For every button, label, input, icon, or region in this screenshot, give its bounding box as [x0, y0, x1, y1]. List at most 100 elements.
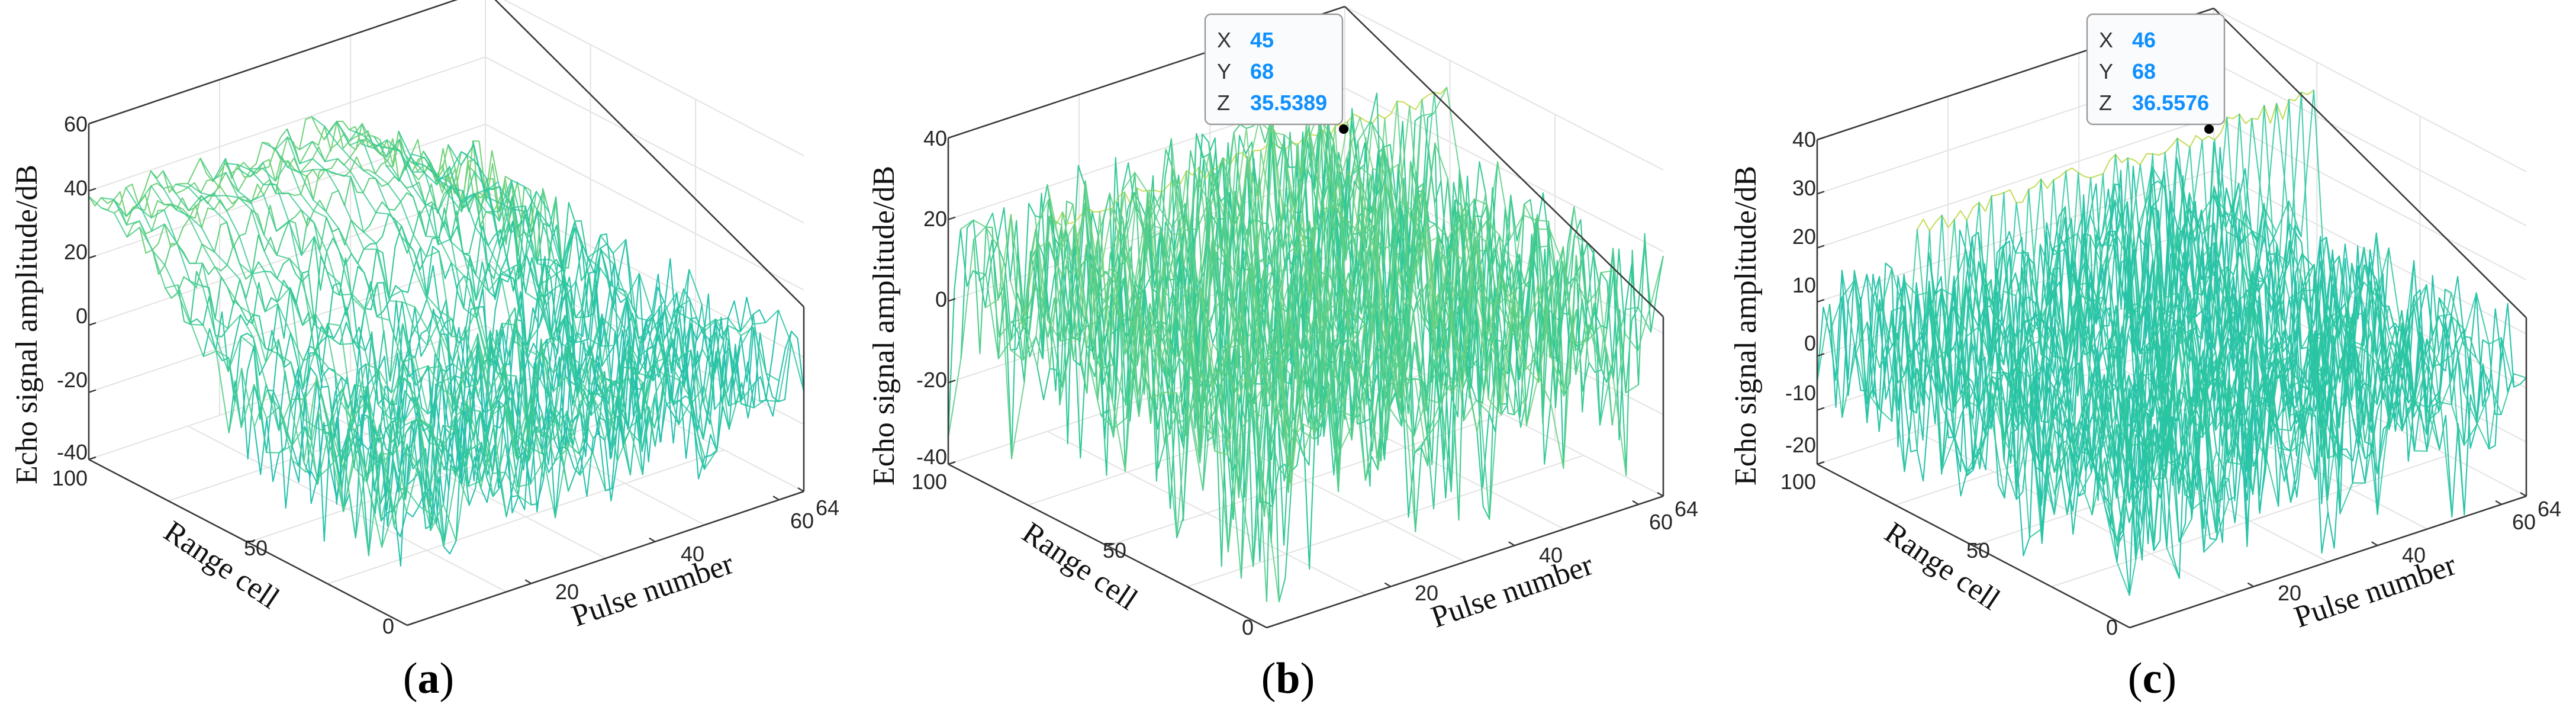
z-tick-mark [1817, 298, 1825, 303]
panel-label-a: (a) [403, 654, 454, 703]
mesh-line-pulse [1270, 94, 1590, 469]
mesh-line-pulse [2076, 137, 2391, 515]
y-tick-mark [2129, 624, 2137, 629]
x-tick-mark [649, 537, 656, 542]
z-tick-mark [1817, 136, 1825, 141]
mesh-line-pulse [125, 187, 445, 542]
z-axis-label: Echo signal amplitude/dB [867, 166, 901, 486]
y-tick-mark [1107, 542, 1115, 547]
panel-c-y-ticks: 100 50 0 [1780, 470, 2118, 639]
mesh-line-pulse [423, 150, 743, 430]
mesh-line-pulse [2002, 173, 2316, 452]
mesh-line-pulse [1245, 118, 1565, 392]
mesh-line-pulse [2014, 153, 2329, 512]
panel-c: 40 30 20 10 0 -10 -20 100 50 0 20 40 60 … [1729, 7, 2561, 703]
datatip-x-value: 46 [2132, 28, 2156, 52]
x-tick-mark [2371, 541, 2378, 547]
datatip-x-key: X [1217, 28, 1231, 52]
grid-line-z [2213, 62, 2527, 227]
datatip-z-value: 36.5576 [2132, 91, 2209, 115]
z-tick-label: 40 [1792, 127, 1816, 152]
y-tick-mark [88, 456, 96, 461]
panel-b-x-ticks: 20 40 60 64 [1415, 497, 1698, 605]
z-tick-mark [1817, 191, 1825, 195]
z-tick-mark [1817, 245, 1825, 249]
mesh-line-pulse [373, 136, 693, 419]
box-edge-top-right [2213, 8, 2527, 319]
mesh-line-pulse [472, 140, 793, 403]
z-tick-label: -40 [916, 445, 947, 469]
box-edge-top-right [1344, 6, 1664, 317]
z-tick-mark [1817, 407, 1825, 411]
panel-a-mesh [88, 116, 805, 567]
mesh-line-pulse [1158, 150, 1478, 396]
x-tick-mark [1632, 500, 1639, 505]
z-tick-mark [88, 188, 96, 192]
z-axis-label: Echo signal amplitude/dB [1729, 166, 1763, 486]
z-tick-label: 40 [64, 176, 88, 200]
x-tick-mark [2520, 491, 2527, 497]
x-tick-mark [1657, 491, 1664, 497]
z-tick-label: 20 [64, 240, 88, 264]
panel-b-datatip[interactable]: X 45 Y 68 Z 35.5389 [1204, 13, 1348, 134]
mesh-line-pulse [150, 171, 470, 548]
z-tick-mark [88, 389, 96, 393]
z-tick-mark [948, 134, 956, 139]
mesh-line-pulse [1071, 179, 1392, 471]
x-tick-label: 60 [2512, 510, 2536, 534]
panel-b-y-ticks: 100 50 0 [912, 470, 1254, 639]
z-tick-label: 0 [935, 287, 947, 311]
floor-grid-line [327, 449, 724, 584]
mesh-line-pulse [1878, 201, 2192, 543]
datatip-z-key: Z [2099, 91, 2112, 115]
datatip-y-key: Y [1217, 59, 1231, 83]
datatip-x-key: X [2099, 28, 2113, 52]
datatip-marker[interactable] [1339, 124, 1348, 134]
mesh-line-pulse [2101, 139, 2416, 475]
z-tick-label: 40 [923, 126, 947, 150]
y-tick-label: 100 [1780, 470, 1816, 494]
grid-line-z [1344, 6, 1664, 171]
datatip-box[interactable] [1204, 13, 1344, 126]
mesh-line-pulse [1295, 100, 1614, 358]
grid-line-z [485, 56, 804, 224]
z-tick-label: 20 [923, 207, 947, 231]
mesh-line-pulse [973, 221, 1292, 567]
panel-a-axes [88, 0, 805, 626]
datatip-marker[interactable] [2204, 124, 2214, 134]
datatip-box[interactable] [2086, 13, 2226, 126]
mesh-line-pulse [2027, 157, 2341, 496]
x-tick-mark [797, 487, 804, 493]
mesh-line-pulse [1009, 199, 1329, 443]
x-tick-label: 40 [681, 542, 704, 566]
z-tick-label: 10 [1792, 273, 1816, 297]
z-tick-label: 20 [1792, 224, 1816, 249]
z-tick-label: -10 [1785, 381, 1816, 405]
mesh-line-pulse [460, 179, 780, 382]
mesh-line-pulse [2213, 89, 2527, 418]
mesh-line-pulse [199, 158, 520, 507]
panel-label-b: (b) [1261, 654, 1315, 703]
mesh-line-pulse [997, 211, 1317, 473]
grid-line-z [503, 0, 804, 156]
y-tick-label: 50 [1966, 538, 1990, 562]
z-tick-mark [88, 120, 96, 125]
y-tick-mark [1266, 624, 1274, 629]
grid-line-z [88, 56, 486, 192]
panel-c-datatip[interactable]: X 46 Y 68 Z 36.5576 [2086, 13, 2226, 134]
z-tick-label: 30 [1792, 176, 1816, 200]
z-tick-mark [948, 216, 956, 220]
panel-b: 40 20 0 -20 -40 100 50 0 20 40 60 64 Ech… [867, 5, 1698, 703]
mesh-line-pulse [349, 128, 668, 452]
x-tick-mark [1384, 582, 1391, 587]
y-tick-mark [1817, 461, 1825, 465]
mesh-line-pulse [435, 151, 755, 440]
datatip-z-value: 35.5389 [1250, 91, 1327, 115]
mesh-line-pulse [262, 142, 581, 519]
mesh-line-pulse [113, 200, 433, 539]
x-axis-line [1266, 495, 1664, 629]
x-tick-label: 60 [1649, 510, 1673, 534]
y-tick-label: 0 [382, 614, 394, 638]
grid-line-z [2213, 115, 2527, 281]
box-edge-top [88, 0, 458, 125]
